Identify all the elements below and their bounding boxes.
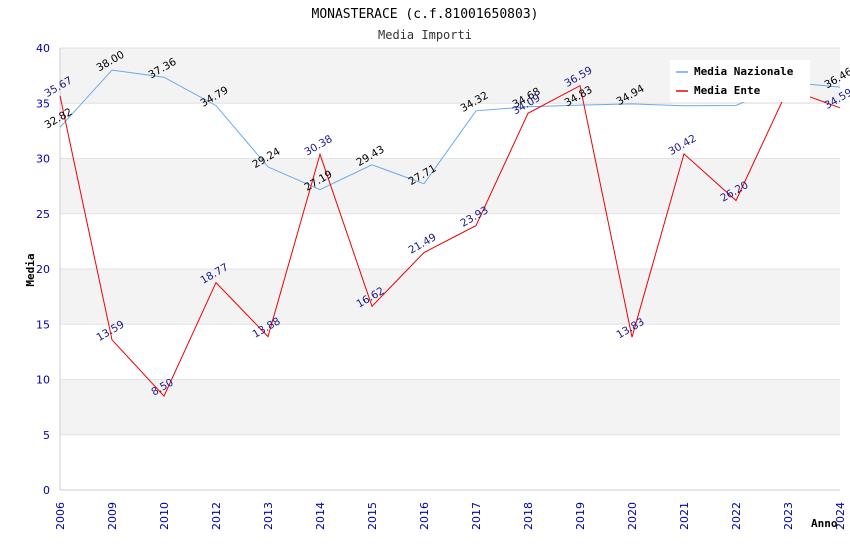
x-tick-label: 2017: [470, 502, 483, 530]
grid-band: [60, 269, 840, 325]
y-tick-label: 15: [36, 318, 50, 331]
x-tick-label: 2021: [678, 502, 691, 530]
x-tick-label: 2013: [262, 502, 275, 530]
x-tick-label: 2015: [366, 502, 379, 530]
x-tick-label: 2012: [210, 502, 223, 530]
y-axis-title: Media: [24, 253, 37, 286]
plot-background: [60, 47, 840, 491]
chart-subtitle: Media Importi: [378, 28, 472, 42]
y-tick-label: 5: [43, 429, 50, 442]
grid-band: [60, 103, 840, 159]
grid-band: [60, 434, 840, 490]
y-tick-label: 40: [36, 42, 50, 55]
x-tick-label: 2009: [106, 502, 119, 530]
legend-label-media-nazionale: Media Nazionale: [694, 65, 794, 78]
grid-band: [60, 324, 840, 380]
x-tick-label: 2010: [158, 502, 171, 530]
y-tick-labels: 0 5 10 15 20 25 30 35 40: [36, 42, 50, 497]
y-tick-label: 10: [36, 374, 50, 387]
grid-band: [60, 379, 840, 435]
grid-band: [60, 158, 840, 214]
x-tick-label: 2022: [730, 502, 743, 530]
series-line-media-ente: [59, 84, 841, 397]
y-tick-label: 30: [36, 153, 50, 166]
x-tick-label: 2014: [314, 502, 327, 530]
x-tick-label: 2023: [782, 502, 795, 530]
chart-title: MONASTERACE (c.f.81001650803): [312, 7, 539, 22]
legend: Media Nazionale Media Ente: [670, 60, 810, 102]
x-tick-label: 2016: [418, 502, 431, 530]
x-tick-labels: 2006 2009 2010 2012 2013 2014 2015 2016 2017 2018…: [54, 502, 847, 530]
grid-band: [60, 213, 840, 269]
x-tick-label: 2018: [522, 502, 535, 530]
x-tick-label: 2020: [626, 502, 639, 530]
y-tick-label: 25: [36, 208, 50, 221]
series-line-media-nazionale: [59, 69, 841, 191]
y-tick-label: 0: [43, 484, 50, 497]
x-tick-label: 2024: [834, 502, 847, 530]
x-tick-label: 2019: [574, 502, 587, 530]
y-tick-label: 20: [36, 263, 50, 276]
series-lines: [59, 69, 841, 397]
x-axis-title: Anno: [811, 517, 838, 530]
y-tick-label: 35: [36, 97, 50, 110]
legend-label-media-ente: Media Ente: [694, 84, 761, 97]
legend-box: [670, 60, 810, 102]
x-tick-label: 2006: [54, 502, 67, 530]
